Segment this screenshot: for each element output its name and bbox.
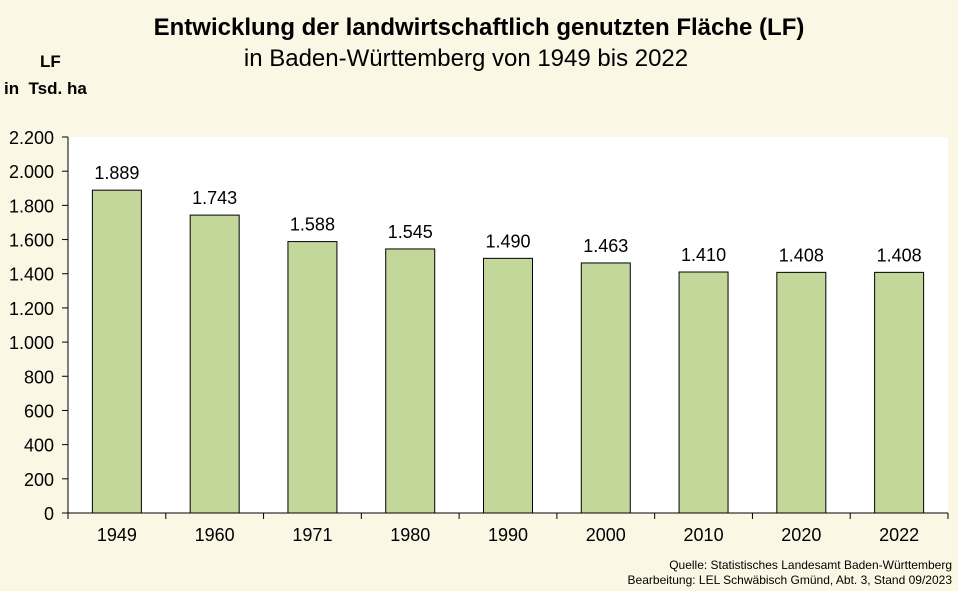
editor-line: Bearbeitung: LEL Schwäbisch Gmünd, Abt. … — [627, 573, 952, 587]
x-tick-label: 1949 — [97, 525, 137, 545]
y-tick-label: 1.000 — [9, 333, 54, 353]
y-tick-label: 1.200 — [9, 299, 54, 319]
y-tick-label: 2.200 — [9, 128, 54, 148]
data-label: 1.743 — [192, 188, 237, 208]
bar — [189, 214, 240, 514]
x-tick-label: 1971 — [292, 525, 332, 545]
source-line: Quelle: Statistisches Landesamt Baden-Wü… — [669, 558, 952, 572]
bar — [678, 271, 729, 514]
bar — [874, 271, 925, 514]
y-tick-label: 2.000 — [9, 162, 54, 182]
x-tick-label: 2022 — [879, 525, 919, 545]
bar — [483, 257, 533, 514]
data-label: 1.588 — [290, 215, 335, 235]
y-tick-label: 600 — [24, 401, 54, 421]
data-label: 1.490 — [485, 231, 530, 251]
bar — [385, 248, 436, 514]
chart-subtitle: in Baden-Württemberg von 1949 bis 2022 — [243, 45, 689, 72]
x-tick-label: 2000 — [586, 525, 626, 545]
x-tick-label: 1990 — [488, 525, 528, 545]
data-label: 1.889 — [94, 163, 139, 183]
x-tick-label: 2010 — [684, 525, 724, 545]
bar — [287, 241, 338, 514]
y-tick-label: 800 — [24, 367, 54, 387]
y-tick-label: 200 — [24, 470, 54, 490]
data-label: 1.408 — [877, 245, 922, 265]
y-tick-label: 1.400 — [9, 265, 54, 285]
y-tick-label: 1.800 — [9, 196, 54, 216]
y-tick-label: 1.600 — [9, 231, 54, 251]
data-label: 1.545 — [388, 222, 433, 242]
data-label: 1.408 — [779, 245, 824, 265]
x-tick-label: 1960 — [195, 525, 235, 545]
data-label: 1.463 — [583, 236, 628, 256]
bar — [776, 271, 827, 514]
y-tick-label: 400 — [24, 436, 54, 456]
x-tick-label: 2020 — [781, 525, 821, 545]
chart-title: Entwicklung der landwirtschaftlich genut… — [153, 14, 805, 41]
y-tick-label: 0 — [44, 504, 54, 524]
bar — [91, 189, 142, 514]
y-axis-label-line1: LF — [40, 52, 61, 71]
y-axis-label-line2: in Tsd. ha — [4, 79, 87, 98]
x-tick-label: 1980 — [390, 525, 430, 545]
data-label: 1.410 — [681, 245, 726, 265]
bar — [580, 262, 631, 514]
